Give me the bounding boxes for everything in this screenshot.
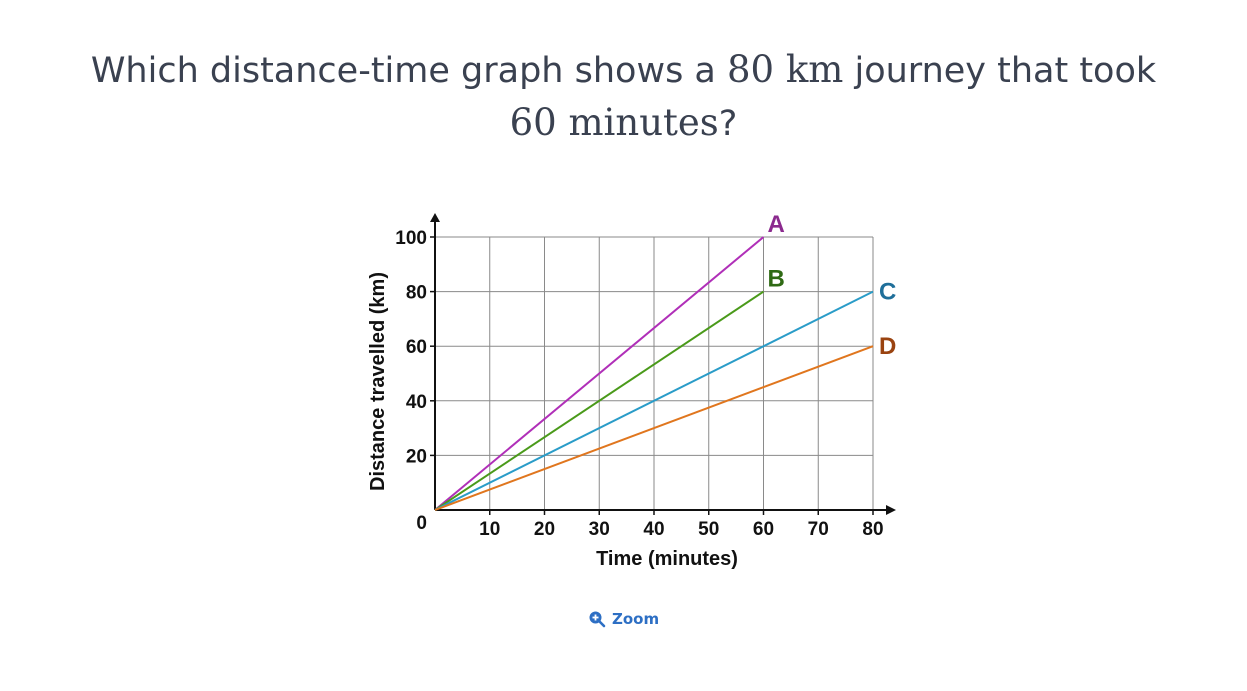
chart-svg: 10 20 30 40 50 60 70 80 20 40 60 80 100 0 Time (minute… bbox=[367, 211, 896, 570]
series-label-d: D bbox=[879, 333, 896, 360]
y-axis-label: Distance travelled (km) bbox=[367, 272, 389, 491]
series-label-c: C bbox=[879, 279, 896, 306]
series-label-b: B bbox=[768, 266, 785, 293]
series-line-c bbox=[434, 290, 874, 511]
y-tick-label: 60 bbox=[406, 337, 427, 358]
x-tick-label: 50 bbox=[698, 519, 719, 540]
y-tick-label: 20 bbox=[406, 446, 427, 467]
x-tick-label: 60 bbox=[753, 519, 774, 540]
question-prefix: Which distance-time graph shows a bbox=[90, 51, 727, 91]
question-distance: 80 km bbox=[727, 48, 844, 91]
zoom-in-icon bbox=[588, 610, 606, 628]
zoom-button[interactable]: Zoom bbox=[588, 608, 659, 630]
zoom-label: Zoom bbox=[612, 610, 660, 628]
y-tick-label: 80 bbox=[406, 283, 427, 304]
x-tick-label: 20 bbox=[534, 519, 555, 540]
y-axis-arrow bbox=[430, 213, 440, 222]
series-line-b bbox=[434, 290, 765, 511]
x-tick-label: 30 bbox=[589, 519, 610, 540]
x-axis-label: Time (minutes) bbox=[596, 548, 738, 570]
series-label-a: A bbox=[768, 211, 785, 238]
x-tick-label: 70 bbox=[808, 519, 829, 540]
x-axis-arrow bbox=[886, 505, 896, 515]
x-tick-label: 80 bbox=[862, 519, 883, 540]
x-tick-label: 40 bbox=[643, 519, 664, 540]
y-tick-label: 40 bbox=[406, 392, 427, 413]
series-line-a bbox=[434, 236, 765, 511]
series-line-d bbox=[434, 345, 874, 511]
question-middle: journey that took bbox=[843, 51, 1157, 91]
question-time: 60 minutes bbox=[509, 101, 719, 144]
question-suffix: ? bbox=[718, 104, 738, 144]
question-text: Which distance-time graph shows a 80 km … bbox=[0, 44, 1247, 150]
distance-time-chart: 10 20 30 40 50 60 70 80 20 40 60 80 100 0 Time (minute… bbox=[350, 200, 910, 580]
y-tick-label: 100 bbox=[395, 228, 427, 249]
origin-label: 0 bbox=[416, 513, 427, 534]
x-tick-label: 10 bbox=[479, 519, 500, 540]
